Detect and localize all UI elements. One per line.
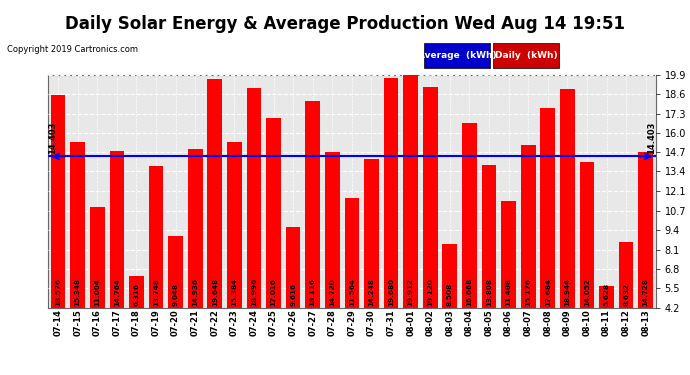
Bar	[129, 276, 144, 308]
Bar	[442, 244, 457, 308]
Bar	[266, 118, 281, 308]
Text: 14.052: 14.052	[584, 278, 590, 306]
Bar	[404, 75, 418, 307]
Bar	[70, 142, 85, 308]
Text: 19.648: 19.648	[212, 278, 218, 306]
Text: 19.120: 19.120	[427, 278, 433, 306]
Text: 13.808: 13.808	[486, 278, 492, 306]
Text: 8.632: 8.632	[623, 283, 629, 306]
Text: 15.348: 15.348	[75, 278, 81, 306]
Bar	[286, 227, 300, 308]
Text: 17.684: 17.684	[545, 278, 551, 306]
Text: 15.176: 15.176	[525, 278, 531, 306]
Bar	[462, 123, 477, 308]
Text: 18.116: 18.116	[310, 278, 316, 306]
Text: Daily Solar Energy & Average Production Wed Aug 14 19:51: Daily Solar Energy & Average Production …	[65, 15, 625, 33]
Bar	[580, 162, 594, 308]
Bar	[90, 207, 105, 308]
Text: 14.764: 14.764	[114, 278, 120, 306]
Text: Daily  (kWh): Daily (kWh)	[495, 51, 558, 60]
Text: 14.248: 14.248	[368, 278, 375, 306]
Bar	[168, 236, 183, 308]
Text: 6.316: 6.316	[133, 283, 139, 306]
Text: 8.508: 8.508	[447, 283, 453, 306]
Text: 15.384: 15.384	[231, 278, 237, 306]
Bar	[599, 286, 614, 308]
Text: 14.403: 14.403	[647, 122, 656, 154]
Text: 14.403: 14.403	[48, 122, 57, 154]
Bar	[306, 101, 320, 308]
Bar	[638, 152, 653, 308]
Text: 14.936: 14.936	[193, 278, 198, 306]
Text: 5.628: 5.628	[604, 283, 609, 306]
Bar	[51, 94, 66, 308]
Bar	[148, 166, 164, 308]
Bar	[325, 152, 339, 308]
Text: 14.720: 14.720	[329, 278, 335, 306]
Text: 17.016: 17.016	[270, 278, 277, 306]
Bar	[560, 89, 575, 308]
Text: Average  (kWh): Average (kWh)	[418, 51, 496, 60]
Text: Copyright 2019 Cartronics.com: Copyright 2019 Cartronics.com	[7, 45, 138, 54]
Text: 18.576: 18.576	[55, 278, 61, 306]
Bar	[540, 108, 555, 308]
Text: 11.004: 11.004	[95, 278, 100, 306]
Text: 9.048: 9.048	[172, 283, 179, 306]
Text: 16.668: 16.668	[466, 278, 473, 306]
Bar	[501, 201, 516, 308]
Text: 11.564: 11.564	[349, 278, 355, 306]
Text: 11.408: 11.408	[506, 278, 511, 306]
Bar	[344, 198, 359, 308]
Bar	[364, 159, 379, 308]
Bar	[110, 151, 124, 308]
Bar	[188, 148, 203, 308]
Bar	[208, 79, 222, 308]
Text: 18.996: 18.996	[251, 278, 257, 306]
Bar	[619, 242, 633, 308]
Text: 19.912: 19.912	[408, 278, 414, 306]
Text: 19.680: 19.680	[388, 278, 394, 306]
Text: 13.748: 13.748	[153, 278, 159, 306]
Bar	[246, 88, 262, 308]
Text: 18.944: 18.944	[564, 278, 571, 306]
Text: 14.728: 14.728	[642, 278, 649, 306]
Bar	[227, 142, 242, 308]
Bar	[423, 87, 437, 308]
Bar	[384, 78, 398, 308]
Bar	[521, 145, 535, 308]
Text: 9.616: 9.616	[290, 283, 296, 306]
Bar	[482, 165, 496, 308]
